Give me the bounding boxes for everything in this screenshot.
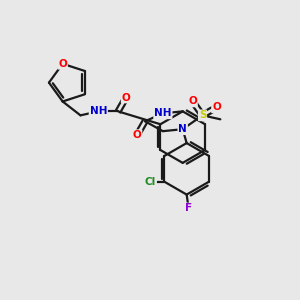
- Text: O: O: [212, 102, 221, 112]
- Text: O: O: [58, 59, 67, 69]
- Text: Cl: Cl: [145, 177, 156, 187]
- Text: NH: NH: [154, 108, 172, 118]
- Text: F: F: [185, 203, 192, 214]
- Text: O: O: [122, 92, 130, 103]
- Text: O: O: [188, 97, 197, 106]
- Text: S: S: [199, 110, 206, 120]
- Text: NH: NH: [90, 106, 107, 116]
- Text: N: N: [178, 124, 187, 134]
- Text: O: O: [133, 130, 142, 140]
